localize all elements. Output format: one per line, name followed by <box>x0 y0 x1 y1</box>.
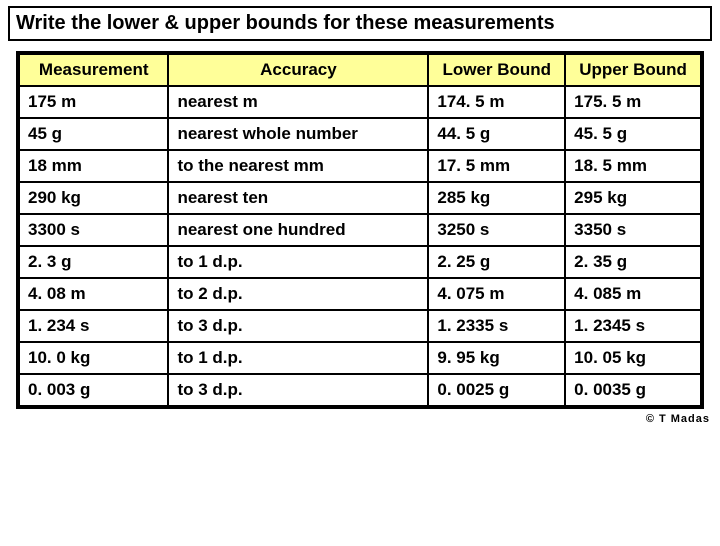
cell-accuracy: nearest whole number <box>168 118 428 150</box>
cell-lower: 2. 25 g <box>428 246 565 278</box>
cell-measurement: 45 g <box>18 118 168 150</box>
cell-accuracy: to the nearest mm <box>168 150 428 182</box>
cell-measurement: 2. 3 g <box>18 246 168 278</box>
cell-measurement: 1. 234 s <box>18 310 168 342</box>
cell-accuracy: to 2 d.p. <box>168 278 428 310</box>
cell-lower: 1. 2335 s <box>428 310 565 342</box>
cell-accuracy: nearest m <box>168 86 428 118</box>
cell-upper: 4. 085 m <box>565 278 702 310</box>
cell-upper: 2. 35 g <box>565 246 702 278</box>
cell-upper: 295 kg <box>565 182 702 214</box>
cell-accuracy: nearest ten <box>168 182 428 214</box>
table-body: 175 mnearest m174. 5 m175. 5 m45 gneares… <box>18 86 702 407</box>
table-row: 4. 08 mto 2 d.p.4. 075 m4. 085 m <box>18 278 702 310</box>
bounds-table: Measurement Accuracy Lower Bound Upper B… <box>16 51 704 409</box>
table-header-row: Measurement Accuracy Lower Bound Upper B… <box>18 53 702 86</box>
table-container: Measurement Accuracy Lower Bound Upper B… <box>0 51 720 409</box>
table-row: 18 mmto the nearest mm17. 5 mm18. 5 mm <box>18 150 702 182</box>
cell-lower: 9. 95 kg <box>428 342 565 374</box>
cell-measurement: 18 mm <box>18 150 168 182</box>
cell-accuracy: to 3 d.p. <box>168 310 428 342</box>
cell-lower: 0. 0025 g <box>428 374 565 407</box>
cell-upper: 10. 05 kg <box>565 342 702 374</box>
cell-measurement: 3300 s <box>18 214 168 246</box>
table-row: 2. 3 gto 1 d.p.2. 25 g2. 35 g <box>18 246 702 278</box>
cell-upper: 0. 0035 g <box>565 374 702 407</box>
cell-upper: 1. 2345 s <box>565 310 702 342</box>
cell-upper: 175. 5 m <box>565 86 702 118</box>
cell-lower: 4. 075 m <box>428 278 565 310</box>
header-upper-bound: Upper Bound <box>565 53 702 86</box>
header-accuracy: Accuracy <box>168 53 428 86</box>
cell-measurement: 4. 08 m <box>18 278 168 310</box>
cell-accuracy: nearest one hundred <box>168 214 428 246</box>
table-row: 290 kgnearest ten285 kg295 kg <box>18 182 702 214</box>
table-row: 45 gnearest whole number44. 5 g45. 5 g <box>18 118 702 150</box>
cell-lower: 17. 5 mm <box>428 150 565 182</box>
cell-upper: 45. 5 g <box>565 118 702 150</box>
cell-lower: 3250 s <box>428 214 565 246</box>
page-title: Write the lower & upper bounds for these… <box>8 6 712 41</box>
table-row: 1. 234 sto 3 d.p.1. 2335 s1. 2345 s <box>18 310 702 342</box>
table-row: 10. 0 kgto 1 d.p.9. 95 kg10. 05 kg <box>18 342 702 374</box>
cell-measurement: 290 kg <box>18 182 168 214</box>
cell-lower: 285 kg <box>428 182 565 214</box>
cell-accuracy: to 1 d.p. <box>168 342 428 374</box>
cell-upper: 18. 5 mm <box>565 150 702 182</box>
cell-lower: 44. 5 g <box>428 118 565 150</box>
cell-accuracy: to 3 d.p. <box>168 374 428 407</box>
header-lower-bound: Lower Bound <box>428 53 565 86</box>
table-row: 175 mnearest m174. 5 m175. 5 m <box>18 86 702 118</box>
cell-accuracy: to 1 d.p. <box>168 246 428 278</box>
cell-measurement: 175 m <box>18 86 168 118</box>
header-measurement: Measurement <box>18 53 168 86</box>
cell-measurement: 0. 003 g <box>18 374 168 407</box>
cell-measurement: 10. 0 kg <box>18 342 168 374</box>
table-row: 0. 003 gto 3 d.p.0. 0025 g0. 0035 g <box>18 374 702 407</box>
cell-upper: 3350 s <box>565 214 702 246</box>
table-row: 3300 snearest one hundred3250 s3350 s <box>18 214 702 246</box>
cell-lower: 174. 5 m <box>428 86 565 118</box>
credit-text: © T Madas <box>0 409 720 425</box>
